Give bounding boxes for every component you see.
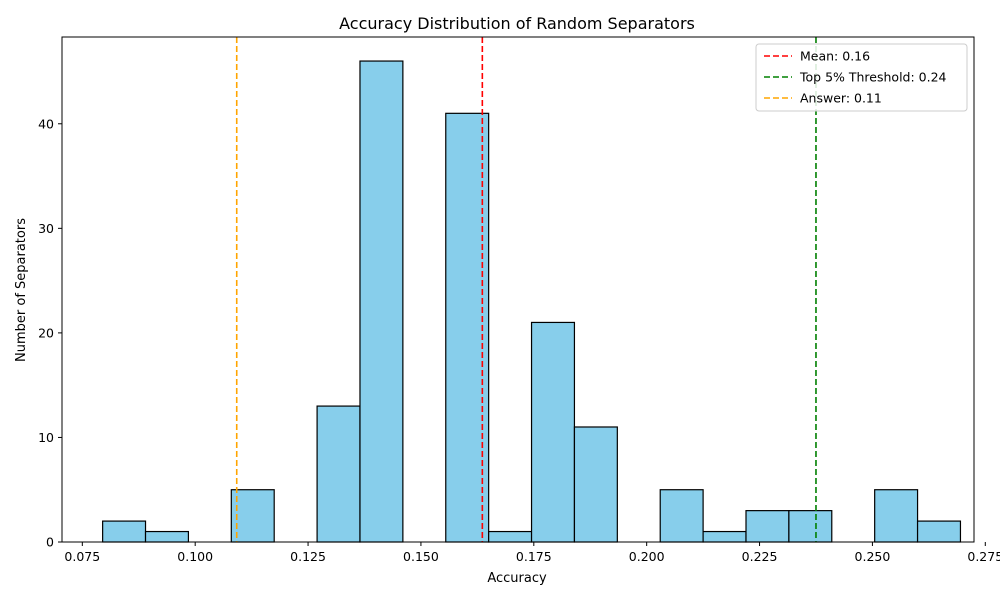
- histogram-bar: [916, 520, 962, 543]
- legend-entry-label: Mean: 0.16: [800, 49, 870, 64]
- plot-frame: [61, 36, 975, 543]
- y-tick-label: 30: [38, 221, 54, 236]
- x-tick-label: 0.125: [290, 549, 326, 564]
- legend-entry-label: Answer: 0.11: [800, 91, 882, 106]
- y-axis-label: Number of Separators: [14, 218, 29, 362]
- x-tick-label: 0.150: [403, 549, 439, 564]
- y-tick-label: 20: [38, 325, 54, 340]
- chart-title: Accuracy Distribution of Random Separato…: [339, 14, 695, 33]
- histogram-bar: [530, 321, 576, 543]
- histogram-bar: [445, 112, 490, 543]
- x-axis-label: Accuracy: [487, 571, 547, 586]
- legend: Mean: 0.16 Top 5% Threshold: 0.24 Answer: …: [755, 43, 968, 112]
- reference-lines: [235, 37, 817, 542]
- x-tick-label: 0.100: [177, 549, 213, 564]
- x-tick-label: 0.275: [967, 549, 1000, 564]
- legend-entry-label: Top 5% Threshold: 0.24: [799, 70, 947, 85]
- x-axis-ticks: 0.075 0.100 0.125 0.150 0.175 0.200 0.225 0.250…: [64, 542, 1000, 564]
- x-tick-label: 0.175: [516, 549, 552, 564]
- x-tick-label: 0.225: [742, 549, 778, 564]
- y-axis-ticks: 0 10 20 30 40: [38, 116, 62, 550]
- histogram-bar: [144, 530, 190, 543]
- bars-group: [102, 60, 962, 543]
- x-tick-label: 0.075: [64, 549, 100, 564]
- histogram-bar: [874, 489, 919, 543]
- histogram-bar: [488, 530, 533, 543]
- histogram-bar: [659, 489, 704, 543]
- histogram-bar: [702, 530, 747, 543]
- histogram-bar: [102, 520, 147, 543]
- x-tick-label: 0.200: [629, 549, 665, 564]
- y-tick-label: 40: [38, 116, 54, 131]
- histogram-bar: [573, 426, 618, 543]
- histogram-bar: [316, 405, 361, 543]
- x-tick-label: 0.250: [855, 549, 891, 564]
- histogram-bar: [359, 60, 404, 543]
- y-tick-label: 10: [38, 430, 54, 445]
- legend-box: [755, 43, 968, 112]
- histogram-bar: [745, 510, 790, 543]
- histogram-bar: [788, 510, 833, 543]
- y-tick-label: 0: [46, 535, 54, 550]
- histogram-bar: [230, 489, 275, 543]
